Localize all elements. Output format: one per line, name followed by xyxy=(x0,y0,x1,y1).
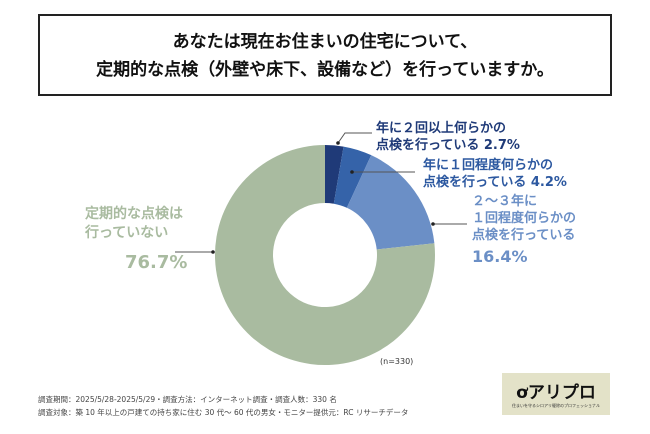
label-2-pct: 16.4% xyxy=(472,247,528,266)
leader-dot-2 xyxy=(431,222,435,226)
label-2-line1: ２～３年に xyxy=(472,194,538,209)
label-slice-1: 年に１回程度何らかの 点検を行っている 4.2% xyxy=(423,157,567,191)
leader-dot-3 xyxy=(211,250,215,254)
label-0-line1: 年に２回以上何らかの xyxy=(376,121,507,136)
leader-dot-1 xyxy=(350,170,354,174)
label-2-line3: 点検を行っている xyxy=(472,228,576,243)
label-2-line2: １回程度何らかの xyxy=(472,211,577,226)
leader-dot-0 xyxy=(336,141,340,145)
logo-main: ơアリプロ xyxy=(516,383,596,403)
aripuro-logo: ơアリプロ 住まいを守るシロアリ駆除のプロフェッショナル xyxy=(502,373,610,415)
label-1-line2: 点検を行っている 4.2% xyxy=(423,175,567,190)
logo-sub: 住まいを守るシロアリ駆除のプロフェッショナル xyxy=(512,403,600,408)
title-line-2: 定期的な点検（外壁や床下、設備など）を行っていますか。 xyxy=(96,60,554,80)
donut-slice-1 xyxy=(333,146,372,208)
footer-line-1: 調査期間：2025/5/28-2025/5/29・調査方法：インターネット調査・… xyxy=(38,395,337,404)
label-3-line1: 定期的な点検は xyxy=(85,206,183,222)
donut-slice-0 xyxy=(325,145,344,204)
donut-slice-2 xyxy=(346,155,435,250)
label-3-pct: 76.7% xyxy=(125,252,188,273)
title-box: あなたは現在お住まいの住宅について、 定期的な点検（外壁や床下、設備など）を行っ… xyxy=(38,14,612,96)
label-slice-0: 年に２回以上何らかの 点検を行っている 2.7% xyxy=(376,120,520,154)
label-1-line1: 年に１回程度何らかの xyxy=(423,158,554,173)
title-line-1: あなたは現在お住まいの住宅について、 xyxy=(172,32,478,52)
label-slice-2: ２～３年に １回程度何らかの 点検を行っている 16.4% xyxy=(472,193,576,265)
label-0-line2: 点検を行っている 2.7% xyxy=(376,138,520,153)
label-slice-3: 定期的な点検は 行っていない 76.7% xyxy=(85,205,187,272)
n-label: (n=330) xyxy=(380,357,414,366)
leader-lines xyxy=(175,132,467,253)
leader-line-0 xyxy=(337,132,372,144)
donut-slice-3 xyxy=(214,145,435,365)
footer-line-2: 調査対象：築 10 年以上の戸建ての持ち家に住む 30 代～ 60 代の男女・モ… xyxy=(38,408,409,417)
label-3-line2: 行っていない xyxy=(85,225,169,241)
